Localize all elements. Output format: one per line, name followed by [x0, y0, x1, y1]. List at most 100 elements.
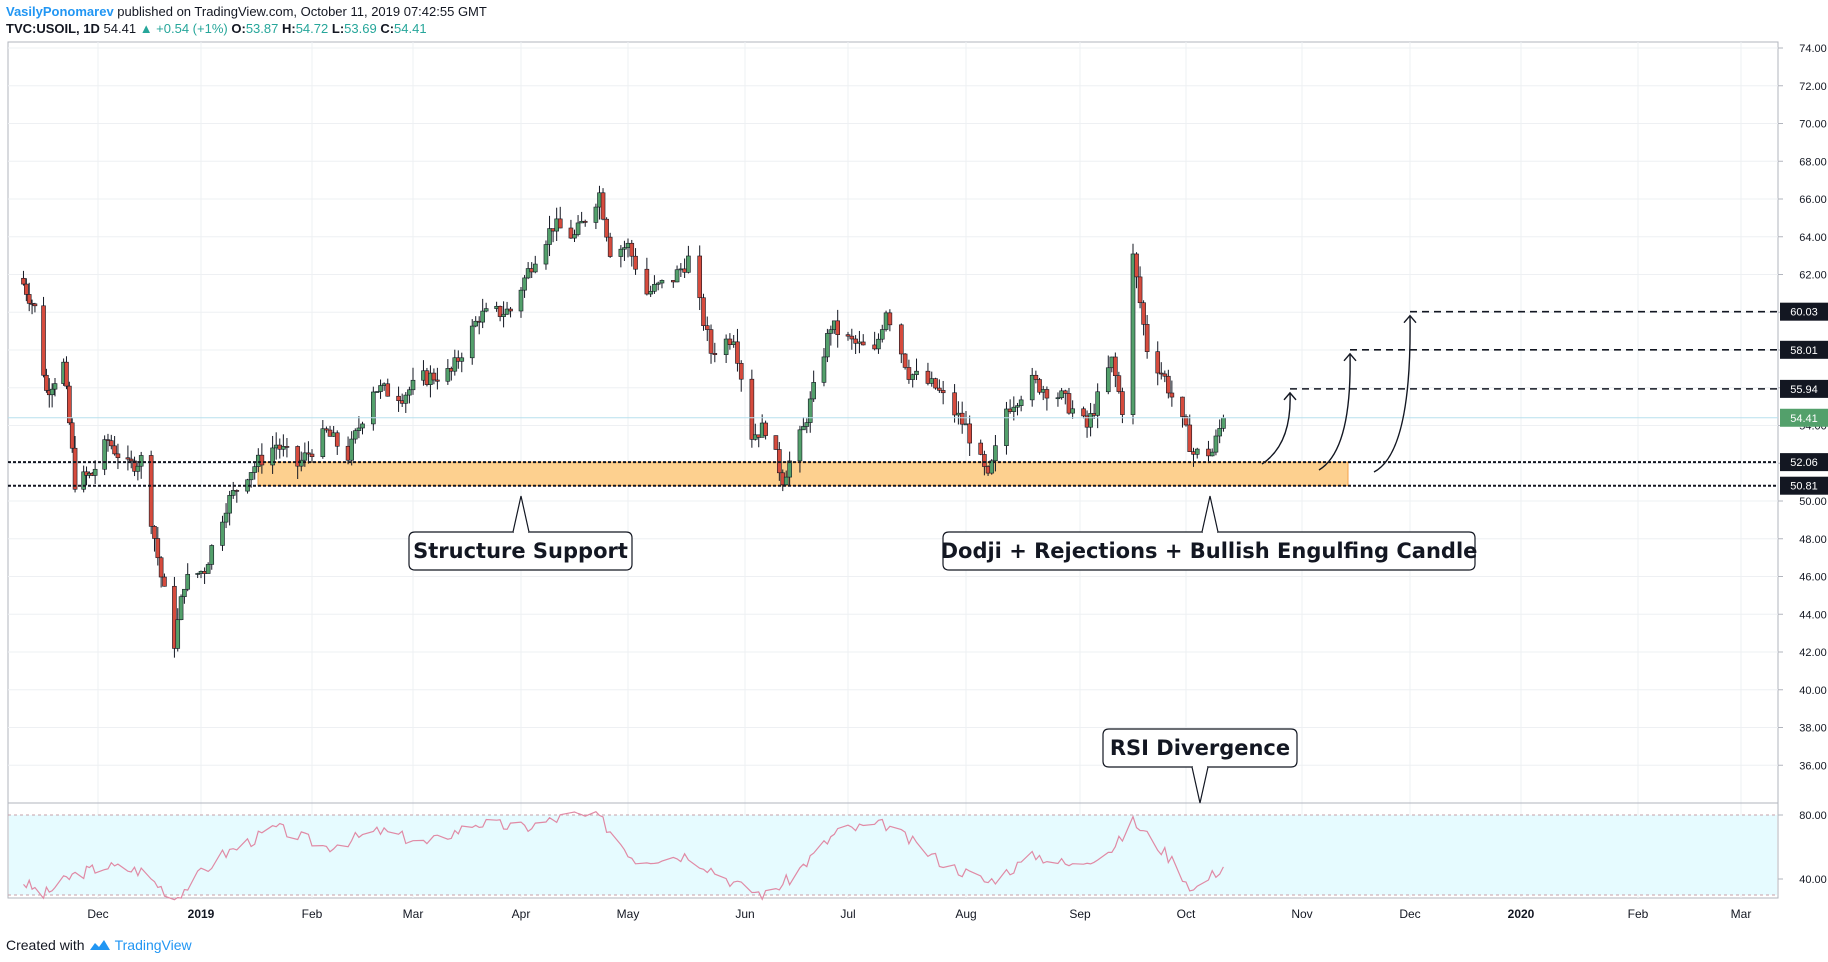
candle-body — [108, 440, 114, 447]
candle-body — [906, 367, 912, 380]
candle-body — [1130, 253, 1136, 415]
candle-body — [162, 576, 167, 587]
candle-body — [469, 325, 475, 359]
candle-body — [44, 374, 49, 391]
time-tick-label: Dec — [87, 907, 108, 921]
candle-body — [281, 446, 286, 450]
candle-body — [849, 335, 855, 340]
candle-body — [1209, 451, 1215, 457]
candle-body — [1044, 389, 1050, 399]
candle-body — [306, 452, 311, 455]
projection-arrow — [1261, 392, 1291, 465]
rsi-divergence-callout-box — [1102, 728, 1298, 768]
candle-body — [876, 338, 881, 350]
time-tick-label: Apr — [512, 907, 531, 921]
high-value: 54.72 — [295, 21, 329, 36]
candle-body — [1066, 393, 1072, 414]
candle-body — [1194, 448, 1200, 455]
candle-body — [234, 490, 240, 492]
candle-body — [940, 390, 946, 394]
price-badge-label: 54.41 — [1790, 413, 1818, 425]
candle-body — [41, 305, 46, 376]
candle-body — [356, 427, 362, 431]
candle-body — [459, 357, 465, 362]
candle-body — [81, 471, 86, 490]
author-link[interactable]: VasilyPonomarev — [6, 4, 114, 19]
price-change: ▲ +0.54 (+1%) — [139, 21, 228, 36]
candle-body — [1191, 451, 1196, 455]
price-badge-label: 58.01 — [1790, 345, 1818, 357]
price-tick-label: 68.00 — [1799, 156, 1827, 168]
candle-body — [295, 446, 300, 467]
time-tick-label: Jul — [840, 907, 855, 921]
candle-body — [956, 412, 961, 416]
candle-body — [1158, 372, 1164, 375]
candle-body — [1070, 408, 1075, 414]
low-label: L: — [331, 21, 345, 36]
candle-body — [1183, 416, 1189, 426]
candle-body — [607, 236, 613, 257]
rsi-tick-label: 40.00 — [1799, 874, 1827, 886]
candle-body — [797, 429, 803, 462]
candle-body — [522, 277, 527, 291]
price-tick-label: 44.00 — [1799, 609, 1827, 621]
tradingview-brand[interactable]: TradingView — [114, 937, 192, 953]
time-tick-label: Dec — [1399, 907, 1420, 921]
candle-body — [674, 269, 680, 283]
candle-body — [385, 383, 391, 397]
candle-body — [622, 247, 627, 250]
candle-body — [644, 268, 650, 295]
candle-body — [749, 378, 755, 440]
candle-body — [497, 305, 503, 317]
candle-body — [879, 329, 885, 340]
price-tick-label: 70.00 — [1799, 119, 1827, 131]
candle-body — [648, 290, 653, 295]
candle-body — [148, 455, 154, 527]
candle-body — [1059, 390, 1064, 399]
candle-body — [92, 468, 98, 476]
footer: Created with TradingView — [6, 937, 192, 953]
candle-body — [445, 368, 451, 382]
candle-body — [508, 308, 513, 312]
price-tick-label: 40.00 — [1799, 685, 1827, 697]
candle-body — [712, 353, 718, 355]
candle-body — [787, 460, 792, 478]
candle-body — [125, 457, 131, 460]
tradingview-logo-icon — [89, 940, 110, 950]
open-label: O: — [231, 21, 246, 36]
price-tick-label: 42.00 — [1799, 647, 1827, 659]
candle-body — [371, 391, 376, 425]
candle-body — [982, 454, 987, 467]
candle-body — [407, 389, 412, 396]
candle-body — [1033, 374, 1039, 380]
candle-body — [543, 244, 549, 265]
candle-body — [1116, 375, 1122, 392]
close-label: C: — [380, 21, 395, 36]
structure-support-callout-label: Structure Support — [413, 539, 628, 563]
candle-body — [572, 234, 577, 239]
support-zone — [257, 461, 1349, 487]
candle-body — [952, 392, 957, 416]
candle-body — [1187, 424, 1193, 452]
candle-body — [735, 341, 740, 364]
candle-body — [320, 428, 326, 458]
published-text: published on TradingView.com, October 11… — [117, 4, 487, 19]
candle-body — [334, 432, 340, 447]
candle-body — [69, 422, 75, 449]
price-tick-label: 38.00 — [1799, 723, 1827, 735]
candle-body — [158, 557, 164, 578]
candle-pattern-callout-pointer — [1201, 495, 1219, 533]
candle-body — [898, 324, 904, 355]
candle-body — [26, 294, 32, 304]
candle-body — [568, 227, 574, 239]
candle-body — [582, 220, 588, 223]
candle-body — [1166, 375, 1171, 394]
candle-body — [925, 370, 931, 384]
candle-body — [1015, 405, 1020, 408]
candle-body — [1217, 428, 1222, 437]
time-tick-label: May — [617, 907, 640, 921]
candle-pattern-callout-label: Dodji + Rejections + Bullish Engulfing C… — [941, 539, 1478, 563]
candle-body — [887, 312, 893, 326]
candle-body — [557, 218, 563, 229]
